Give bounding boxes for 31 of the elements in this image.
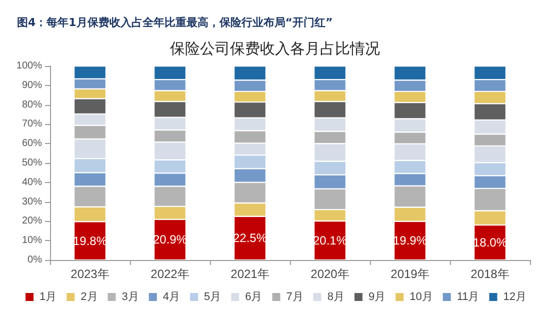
legend-label: 3月	[122, 291, 139, 303]
legend-label: 8月	[327, 291, 344, 303]
x-tick-label: 2018年	[470, 267, 510, 281]
legend-label: 12月	[503, 291, 526, 303]
y-tick-label: 70%	[22, 118, 42, 130]
legend-label: 7月	[286, 291, 304, 303]
legend-label: 9月	[368, 291, 386, 303]
legend-label: 10月	[410, 291, 433, 303]
y-tick-label: 20%	[22, 216, 42, 227]
y-tick-label: 80%	[22, 99, 42, 110]
legend-label: 5月	[204, 291, 222, 303]
chart-title: 图4：每年1月保费收入占全年比重最高，保险行业布局“开门红”	[17, 16, 333, 29]
legend-label: 6月	[245, 291, 262, 303]
y-tick-label: 50%	[22, 158, 42, 168]
y-tick-label: 0%	[28, 254, 42, 266]
x-tick-label: 2022年	[150, 267, 190, 281]
y-tick-label: 10%	[22, 235, 42, 246]
x-tick-label: 2019年	[390, 267, 430, 281]
y-tick-label: 30%	[22, 196, 42, 208]
x-tick-label: 2023年	[70, 267, 110, 281]
y-tick-label: 90%	[22, 80, 42, 91]
y-tick-label: 40%	[22, 176, 42, 188]
legend-label: 1月	[40, 291, 57, 303]
legend-label: 11月	[456, 291, 480, 303]
chart-subtitle: 保险公司保费收入各月占比情况	[170, 40, 380, 58]
x-tick-label: 2020年	[310, 267, 350, 281]
x-tick-label: 2021年	[230, 267, 270, 281]
y-tick-label: 100%	[16, 60, 42, 72]
legend-label: 2月	[80, 291, 98, 303]
legend-label: 4月	[162, 291, 180, 303]
y-tick-label: 60%	[22, 138, 42, 150]
